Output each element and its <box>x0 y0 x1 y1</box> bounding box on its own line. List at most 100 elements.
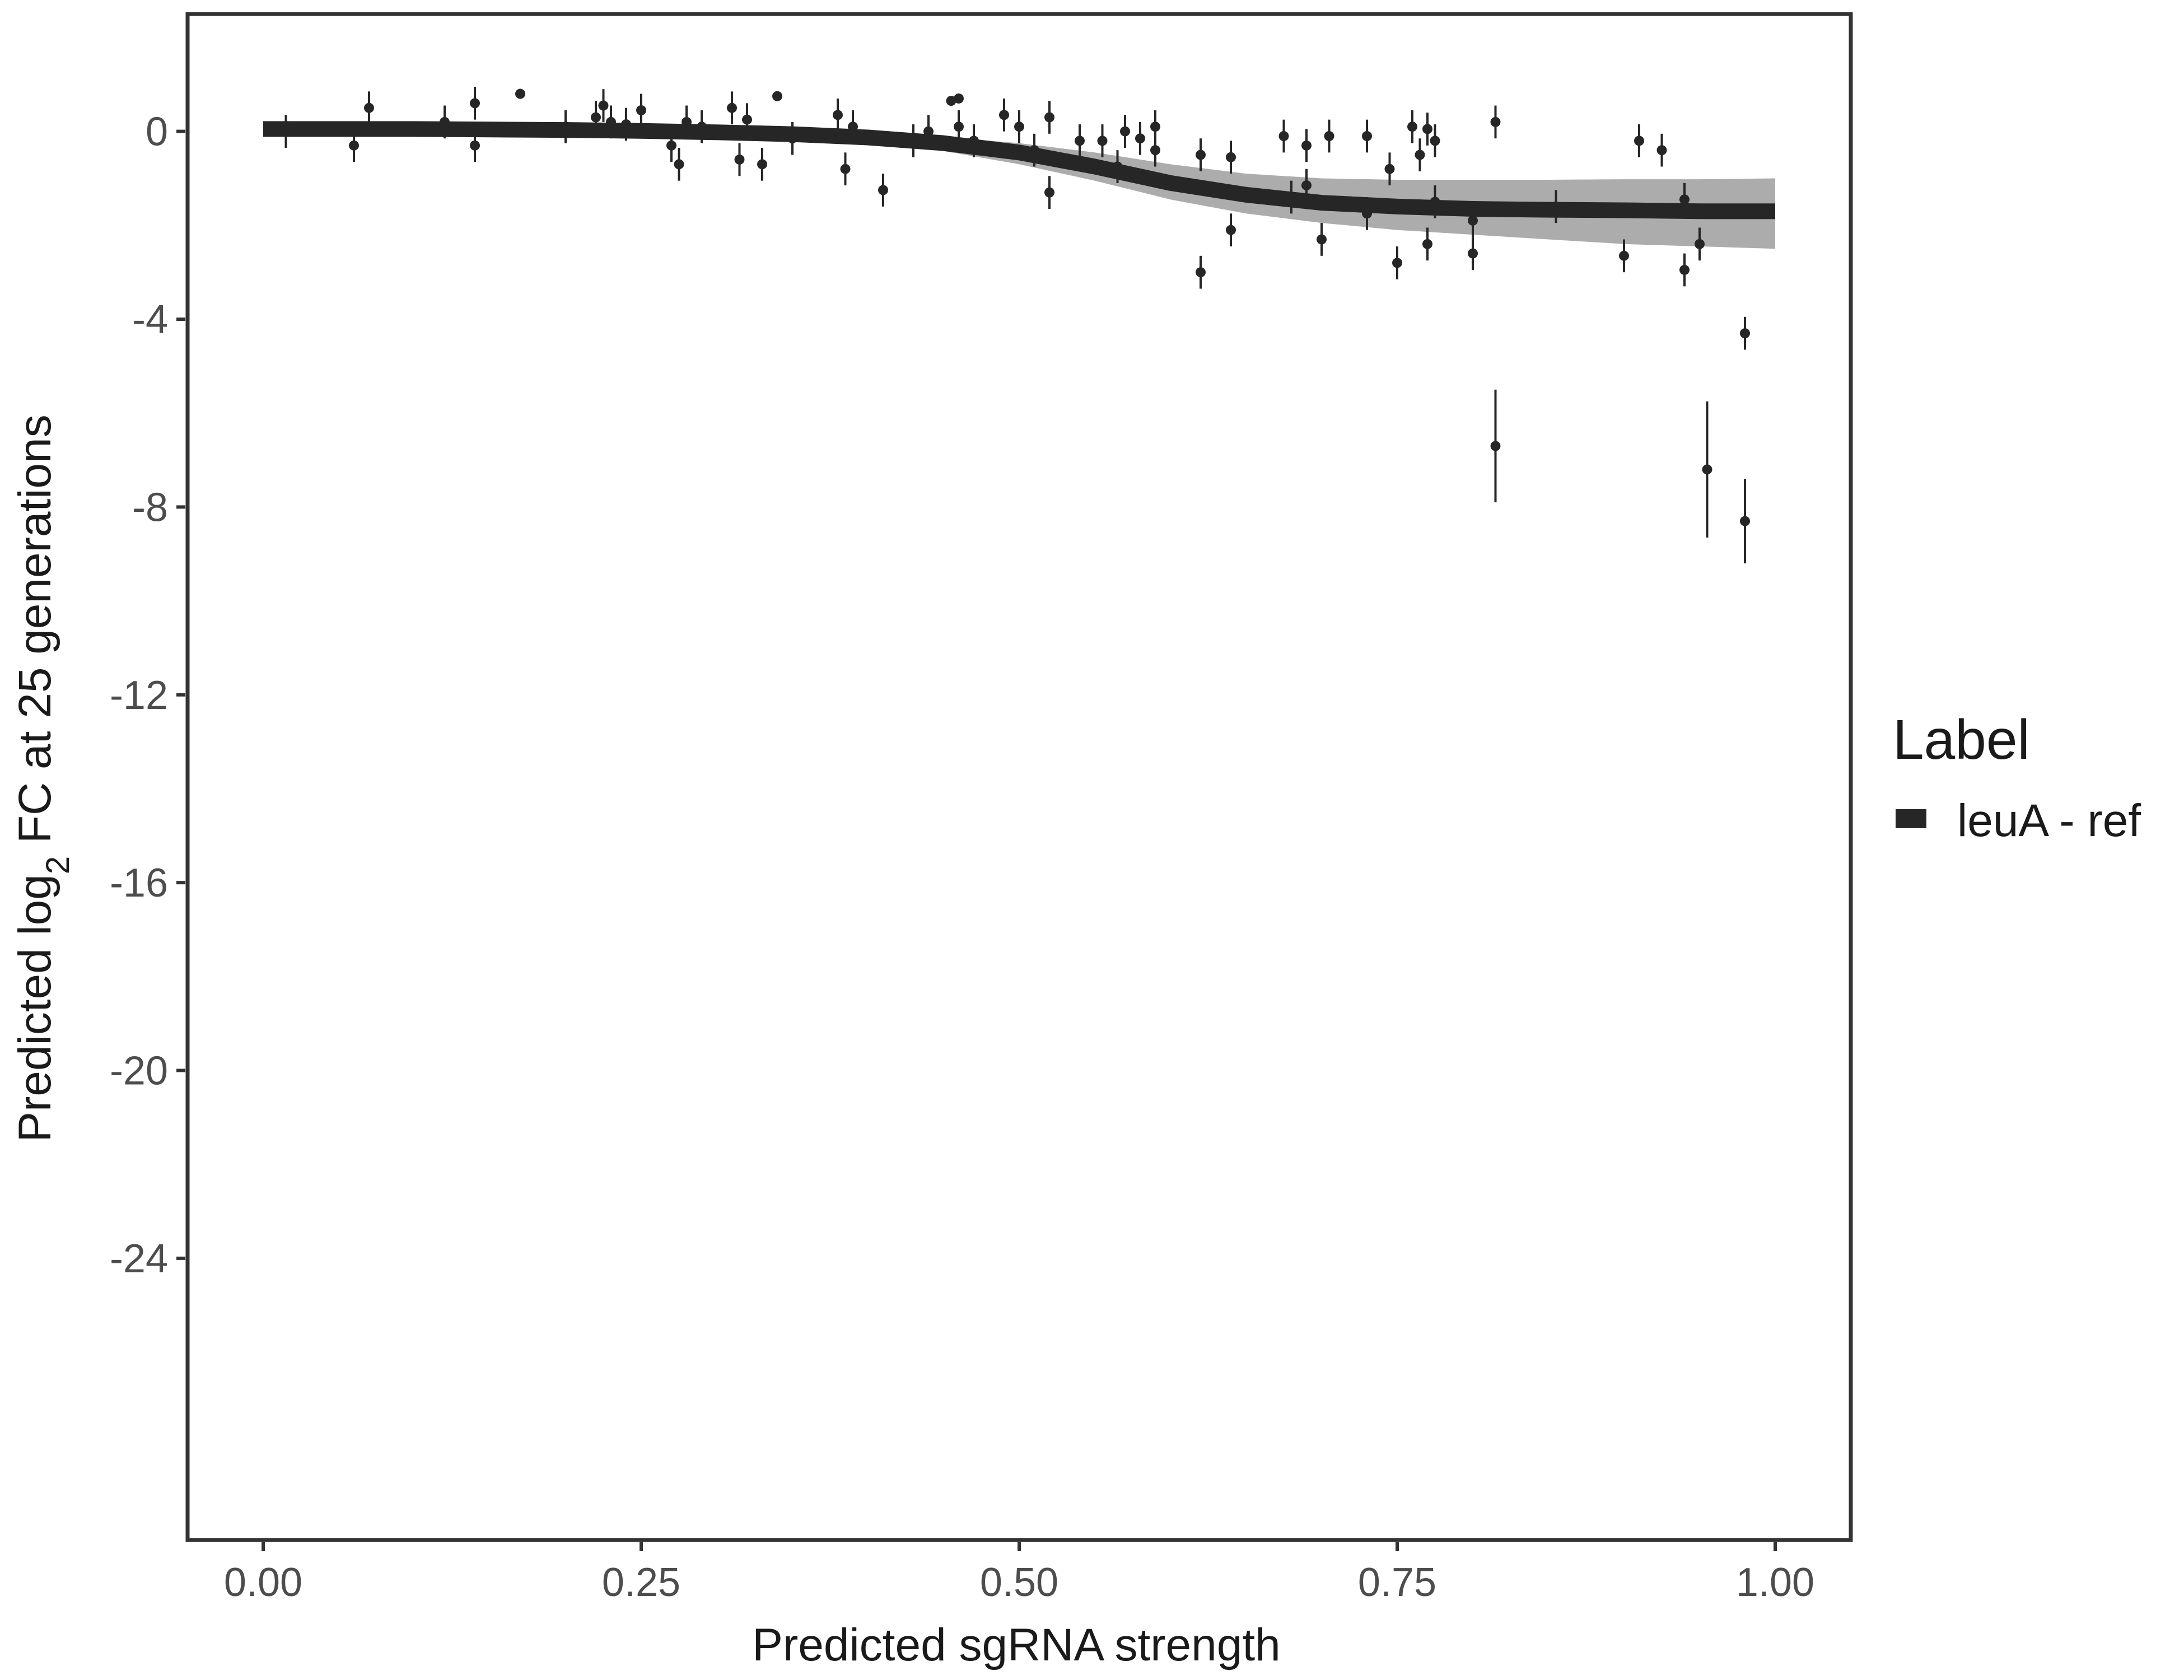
data-point <box>742 103 752 136</box>
data-point <box>923 115 934 148</box>
legend-title: Label <box>1893 708 2030 771</box>
data-point <box>1301 129 1312 162</box>
point-marker <box>727 102 737 113</box>
panel-border <box>185 12 1853 1542</box>
data-point <box>1120 115 1130 148</box>
data-point <box>349 129 359 162</box>
point-marker <box>281 126 291 137</box>
y-tick-label: 0 <box>146 110 168 155</box>
data-point <box>1430 185 1440 218</box>
data-point <box>1695 227 1705 261</box>
x-tick-label: 0.00 <box>224 1560 302 1605</box>
fit-line <box>263 121 1775 220</box>
legend-key-swatch <box>1896 809 1926 828</box>
data-point <box>1324 119 1334 153</box>
point-marker <box>908 136 918 146</box>
point-marker <box>999 110 1009 120</box>
point-marker <box>364 102 374 113</box>
point-marker <box>606 116 616 127</box>
data-point <box>727 91 737 125</box>
data-point <box>598 89 609 122</box>
point-marker <box>1278 131 1289 141</box>
point-marker <box>1702 464 1712 475</box>
data-point <box>1702 401 1712 538</box>
point-marker <box>561 122 571 132</box>
point-marker <box>757 159 767 170</box>
point-marker <box>1226 225 1236 235</box>
data-point <box>591 101 601 134</box>
data-point <box>1226 213 1236 247</box>
data-point <box>734 143 745 176</box>
data-point <box>1135 122 1145 155</box>
point-marker <box>1044 112 1054 123</box>
point-marker <box>1695 239 1705 249</box>
point-marker <box>1422 124 1432 134</box>
data-point <box>954 110 964 143</box>
data-point <box>1740 479 1750 563</box>
point-marker <box>1407 122 1417 132</box>
x-tick-label: 0.25 <box>602 1560 680 1605</box>
data-point <box>1679 183 1690 216</box>
point-marker <box>969 136 979 146</box>
point-marker <box>666 140 676 151</box>
point-marker <box>1324 131 1334 141</box>
legend-label: leuA - ref <box>1957 795 2141 846</box>
data-point <box>621 108 631 141</box>
data-point <box>1619 239 1629 273</box>
data-point <box>787 122 797 155</box>
point-marker <box>1415 150 1425 160</box>
data-point <box>1551 190 1561 223</box>
point-marker <box>1317 234 1327 245</box>
point-marker <box>1490 116 1501 127</box>
y-tick-label: -4 <box>132 297 168 342</box>
data-point <box>561 110 571 143</box>
data-point <box>1014 110 1024 143</box>
data-point <box>1196 255 1206 289</box>
data-point <box>674 147 684 181</box>
point-marker <box>1112 161 1123 172</box>
point-marker <box>734 154 745 165</box>
data-point <box>946 96 956 106</box>
point-marker <box>1014 122 1024 132</box>
point-marker <box>621 119 631 130</box>
point-marker <box>878 185 888 195</box>
data-point <box>1415 138 1425 171</box>
data-point <box>470 129 480 162</box>
y-tick-label: -8 <box>132 485 168 530</box>
data-point <box>636 94 646 127</box>
point-marker <box>1075 136 1085 146</box>
data-point <box>1634 124 1644 157</box>
data-point <box>1150 133 1160 167</box>
data-point <box>848 110 858 143</box>
point-marker <box>1490 441 1501 451</box>
y-tick-label: -12 <box>110 673 168 718</box>
point-marker <box>1362 131 1372 141</box>
point-marker <box>591 112 601 123</box>
x-tick-label: 0.50 <box>980 1560 1058 1605</box>
data-point <box>757 147 767 181</box>
y-tick-label: -24 <box>110 1236 168 1281</box>
data-point <box>666 129 676 162</box>
data-point <box>1362 197 1372 230</box>
point-marker <box>1392 258 1402 268</box>
data-point <box>1407 110 1417 143</box>
data-point <box>1392 246 1402 279</box>
data-point <box>606 105 616 139</box>
data-point <box>1468 204 1478 237</box>
data-point <box>1422 113 1432 146</box>
point-marker <box>697 122 707 132</box>
data-point <box>1656 133 1667 167</box>
point-marker <box>515 88 525 99</box>
data-point <box>1384 152 1395 186</box>
data-point <box>840 152 851 186</box>
point-marker <box>1120 126 1130 137</box>
data-point <box>1430 124 1440 157</box>
point-marker <box>946 96 956 106</box>
point-marker <box>1226 152 1236 162</box>
confidence-ribbon <box>263 127 1775 249</box>
data-point <box>833 98 843 132</box>
fit-line-layer <box>263 121 1775 220</box>
point-marker <box>682 116 692 127</box>
data-point <box>1422 227 1432 261</box>
